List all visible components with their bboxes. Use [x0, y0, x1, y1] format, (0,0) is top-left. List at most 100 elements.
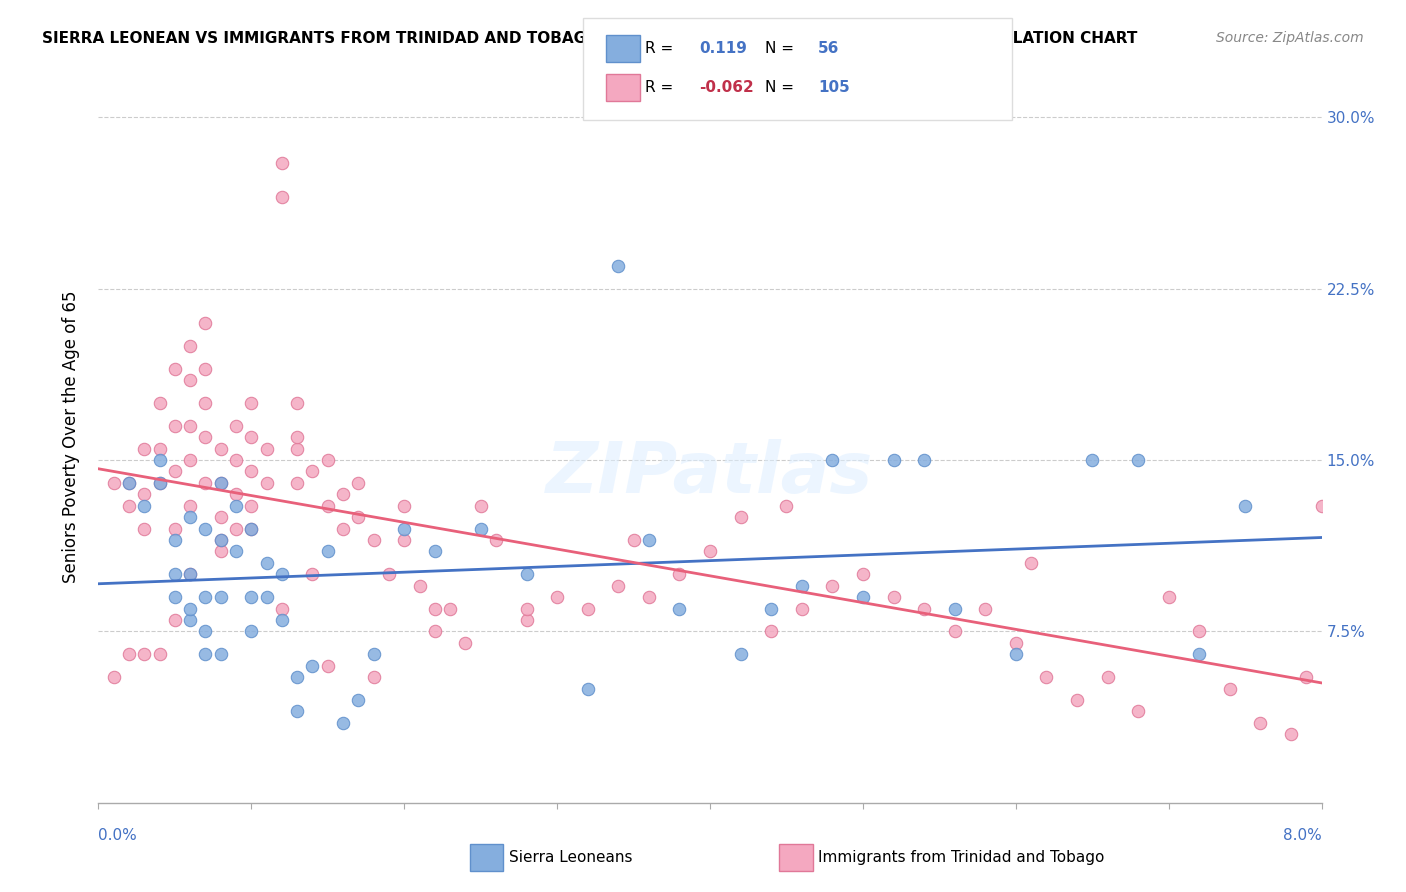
Point — [332, 487, 354, 501]
Point — [1128, 705, 1150, 719]
Point — [332, 715, 354, 730]
Text: N =: N = — [765, 41, 794, 55]
Point — [1157, 590, 1180, 604]
Point — [179, 418, 201, 433]
Text: Sierra Leoneans: Sierra Leoneans — [509, 850, 633, 864]
Point — [134, 442, 156, 456]
Point — [179, 567, 201, 582]
Point — [163, 418, 186, 433]
Point — [576, 681, 599, 696]
Point — [1295, 670, 1317, 684]
Point — [270, 155, 294, 169]
Text: -0.062: -0.062 — [699, 80, 754, 95]
Point — [240, 396, 263, 410]
Point — [470, 499, 492, 513]
Point — [1279, 727, 1302, 741]
Point — [607, 579, 630, 593]
Point — [821, 579, 844, 593]
Text: 0.119: 0.119 — [699, 41, 747, 55]
Point — [1310, 499, 1333, 513]
Point — [668, 567, 690, 582]
Point — [1097, 670, 1119, 684]
Text: 0.0%: 0.0% — [98, 828, 138, 843]
Point — [285, 475, 308, 490]
Point — [1128, 453, 1150, 467]
Point — [347, 510, 370, 524]
Point — [209, 647, 232, 661]
Point — [1188, 647, 1211, 661]
Point — [256, 556, 278, 570]
Point — [225, 499, 247, 513]
Point — [194, 396, 217, 410]
Point — [179, 373, 201, 387]
Point — [759, 624, 782, 639]
Point — [134, 521, 156, 535]
Point — [821, 453, 844, 467]
Point — [516, 567, 538, 582]
Point — [149, 647, 172, 661]
Point — [134, 499, 156, 513]
Point — [163, 361, 186, 376]
Point — [270, 190, 294, 204]
Point — [163, 533, 186, 547]
Point — [179, 510, 201, 524]
Point — [576, 601, 599, 615]
Point — [194, 590, 217, 604]
Point — [516, 601, 538, 615]
Point — [240, 521, 263, 535]
Point — [1249, 715, 1271, 730]
Text: N =: N = — [765, 80, 794, 95]
Point — [285, 670, 308, 684]
Point — [301, 658, 323, 673]
Point — [1004, 636, 1026, 650]
Point — [775, 499, 797, 513]
Point — [546, 590, 568, 604]
Point — [149, 442, 172, 456]
Point — [285, 705, 308, 719]
Point — [912, 453, 935, 467]
Point — [790, 601, 813, 615]
Point — [240, 521, 263, 535]
Point — [347, 475, 370, 490]
Point — [285, 430, 308, 444]
Point — [943, 601, 966, 615]
Point — [392, 499, 416, 513]
Point — [852, 567, 875, 582]
Point — [439, 601, 461, 615]
Point — [209, 590, 232, 604]
Point — [163, 613, 186, 627]
Point — [209, 533, 232, 547]
Point — [852, 590, 875, 604]
Point — [103, 670, 125, 684]
Point — [240, 590, 263, 604]
Point — [240, 430, 263, 444]
Point — [118, 475, 141, 490]
Text: Immigrants from Trinidad and Tobago: Immigrants from Trinidad and Tobago — [818, 850, 1105, 864]
Point — [1234, 499, 1257, 513]
Point — [516, 613, 538, 627]
Point — [134, 487, 156, 501]
Point — [163, 464, 186, 478]
Point — [363, 533, 385, 547]
Point — [454, 636, 477, 650]
Point — [285, 396, 308, 410]
Point — [943, 624, 966, 639]
Point — [225, 544, 247, 558]
Point — [149, 475, 172, 490]
Point — [485, 533, 508, 547]
Point — [256, 475, 278, 490]
Point — [163, 590, 186, 604]
Point — [1081, 453, 1104, 467]
Text: SIERRA LEONEAN VS IMMIGRANTS FROM TRINIDAD AND TOBAGO SENIORS POVERTY OVER THE A: SIERRA LEONEAN VS IMMIGRANTS FROM TRINID… — [42, 31, 1137, 46]
Point — [270, 567, 294, 582]
Point — [179, 613, 201, 627]
Point — [225, 453, 247, 467]
Point — [1019, 556, 1042, 570]
Point — [607, 259, 630, 273]
Point — [240, 624, 263, 639]
Point — [392, 521, 416, 535]
Text: Source: ZipAtlas.com: Source: ZipAtlas.com — [1216, 31, 1364, 45]
Point — [194, 521, 217, 535]
Point — [194, 647, 217, 661]
Point — [883, 453, 905, 467]
